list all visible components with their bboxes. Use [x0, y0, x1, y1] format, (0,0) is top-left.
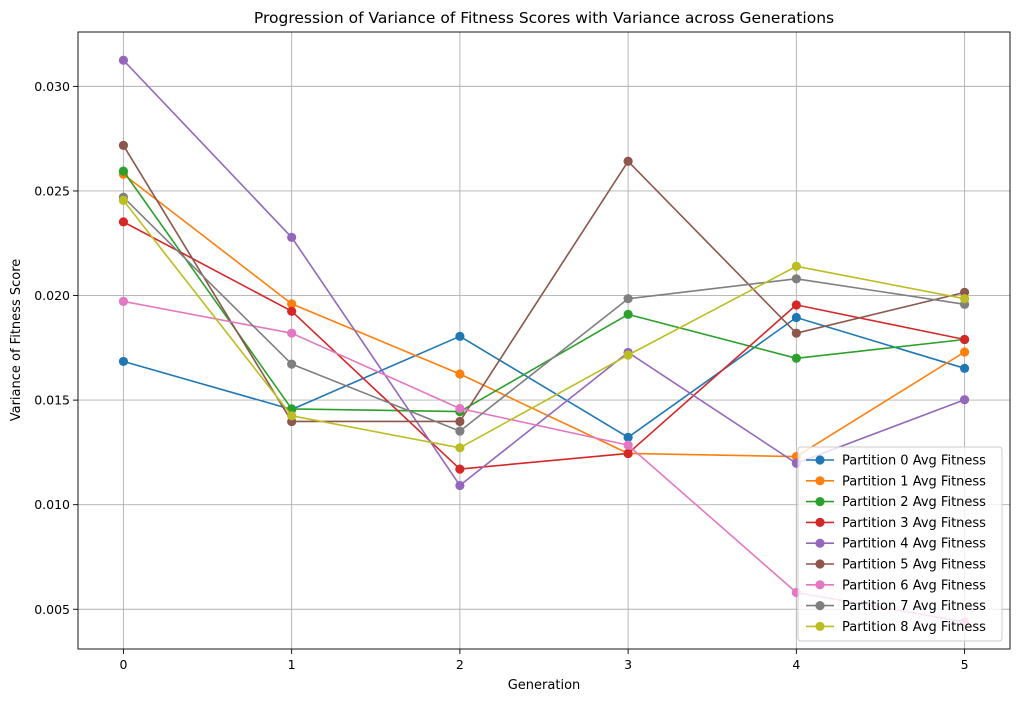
legend-item: Partition 2 Avg Fitness — [806, 495, 986, 510]
data-point — [455, 403, 465, 414]
series-8 — [118, 195, 970, 453]
legend-swatch-marker — [815, 517, 825, 528]
legend-item: Partition 0 Avg Fitness — [806, 454, 986, 469]
series-7 — [118, 192, 970, 436]
y-axis-label: Variance of Fitness Score — [9, 259, 24, 422]
legend-label: Partition 4 Avg Fitness — [842, 537, 986, 552]
plot-frame — [77, 31, 1011, 650]
legend-swatch-marker — [815, 580, 825, 590]
data-point — [118, 140, 129, 150]
data-point — [791, 300, 801, 310]
data-point — [118, 356, 129, 367]
data-point — [287, 411, 297, 421]
series-line — [122, 173, 966, 458]
data-point — [959, 347, 970, 357]
legend-swatch-marker — [815, 601, 825, 611]
data-point — [118, 166, 129, 176]
data-point — [623, 156, 633, 166]
legend-swatch-marker — [815, 497, 825, 507]
data-point — [455, 369, 465, 379]
data-point — [791, 261, 801, 271]
data-point — [455, 331, 465, 341]
data-point — [287, 359, 297, 369]
data-point — [623, 309, 633, 319]
data-point — [455, 416, 465, 427]
legend-swatch-marker — [815, 621, 825, 632]
data-point — [455, 464, 465, 474]
data-point — [959, 334, 970, 345]
x-tick-label: 5 — [961, 657, 969, 672]
legend-item: Partition 6 Avg Fitness — [806, 578, 986, 593]
data-point — [623, 448, 633, 459]
legend-label: Partition 2 Avg Fitness — [842, 495, 986, 510]
data-point — [287, 299, 297, 309]
y-axis-ticks: 0.005 0.010 0.015 0.020 0.025 0.030 — [34, 79, 78, 617]
legend-item: Partition 1 Avg Fitness — [806, 474, 986, 489]
data-point — [287, 404, 297, 414]
data-point — [623, 432, 633, 442]
legend-label: Partition 8 Avg Fitness — [842, 620, 986, 635]
legend-label: Partition 5 Avg Fitness — [842, 558, 986, 573]
data-point — [791, 328, 801, 338]
data-point — [455, 443, 465, 453]
data-point — [455, 480, 465, 491]
data-point — [959, 363, 970, 373]
legend-swatch-marker — [815, 476, 825, 486]
data-point — [118, 195, 129, 205]
y-tick-label: 0.030 — [34, 79, 70, 94]
series-line — [122, 196, 965, 432]
data-point — [118, 55, 129, 65]
data-point — [623, 294, 633, 304]
x-tick-label: 2 — [456, 657, 464, 672]
legend-item: Partition 7 Avg Fitness — [806, 599, 986, 614]
x-axis-label: Generation — [508, 678, 581, 693]
data-point — [118, 296, 129, 306]
data-point — [287, 232, 297, 242]
legend-label: Partition 1 Avg Fitness — [842, 474, 986, 489]
data-point — [118, 217, 129, 227]
series-line — [122, 199, 965, 449]
legend-item: Partition 4 Avg Fitness — [806, 537, 986, 552]
series-line — [122, 170, 965, 413]
data-point — [791, 353, 801, 363]
y-tick-label: 0.010 — [34, 497, 70, 512]
y-tick-label: 0.020 — [34, 288, 70, 303]
x-axis-ticks: 0 1 2 3 4 5 — [119, 649, 969, 672]
chart-title: Progression of Variance of Fitness Score… — [254, 9, 834, 27]
legend-swatch-marker — [815, 455, 825, 465]
legend-item: Partition 8 Avg Fitness — [806, 620, 986, 635]
y-tick-label: 0.015 — [34, 393, 70, 408]
legend-label: Partition 3 Avg Fitness — [842, 516, 986, 531]
series-5 — [118, 140, 970, 427]
data-point — [623, 440, 633, 450]
legend-box — [797, 446, 1003, 642]
series-line — [123, 221, 965, 470]
data-point — [287, 306, 297, 316]
data-point — [791, 274, 801, 284]
data-point — [623, 350, 633, 360]
x-tick-label: 4 — [792, 657, 800, 672]
legend-label: Partition 0 Avg Fitness — [842, 454, 986, 469]
legend-item: Partition 5 Avg Fitness — [806, 558, 986, 573]
legend-label: Partition 6 Avg Fitness — [842, 578, 986, 593]
legend-swatch-marker — [815, 538, 825, 548]
y-tick-label: 0.025 — [34, 183, 70, 198]
x-tick-label: 0 — [119, 657, 127, 672]
series-3 — [118, 217, 970, 474]
data-point — [455, 426, 465, 436]
data-point — [959, 395, 970, 405]
series-line — [122, 144, 965, 423]
legend-item: Partition 3 Avg Fitness — [806, 516, 986, 531]
x-tick-label: 3 — [624, 657, 632, 672]
legend-label: Partition 7 Avg Fitness — [842, 599, 986, 614]
data-point — [287, 328, 297, 338]
y-tick-label: 0.005 — [34, 602, 70, 617]
legend: Partition 0 Avg Fitness Partition 1 Avg F… — [797, 446, 1003, 642]
legend-swatch-marker — [815, 559, 825, 569]
data-point — [791, 312, 801, 323]
data-point — [959, 294, 970, 304]
x-tick-label: 1 — [288, 657, 296, 672]
